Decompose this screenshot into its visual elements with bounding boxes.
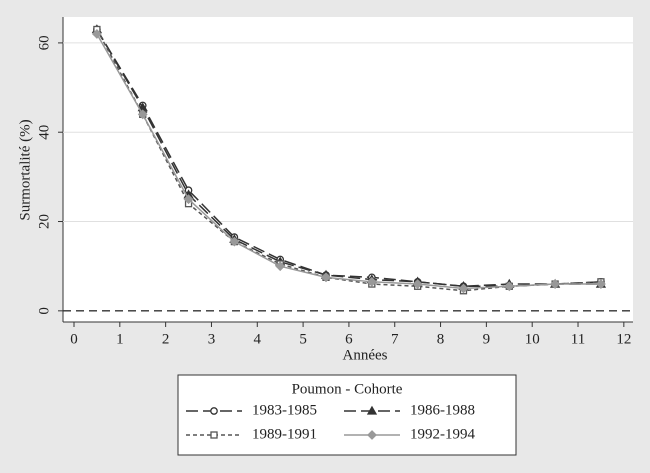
marker <box>91 29 102 39</box>
x-tick-label: 1 <box>116 331 124 347</box>
x-tick-label: 10 <box>525 331 540 347</box>
legend-marker <box>210 407 218 415</box>
legend-marker <box>366 405 378 415</box>
legend-label: 1989-1991 <box>252 426 317 442</box>
marker <box>458 283 469 294</box>
marker <box>366 276 377 287</box>
legend-box <box>177 374 517 456</box>
legend-marker <box>367 430 377 440</box>
marker <box>183 194 194 205</box>
x-tick-label: 2 <box>162 331 170 347</box>
marker <box>229 236 240 247</box>
marker <box>412 279 423 289</box>
legend-label: 1992-1994 <box>410 426 475 442</box>
marker <box>504 281 515 292</box>
marker <box>321 272 331 283</box>
x-tick-label: 8 <box>437 331 445 347</box>
y-tick-label: 60 <box>36 35 52 50</box>
legend-label: 1983-1985 <box>252 402 317 418</box>
series-line <box>96 29 601 288</box>
x-tick-label: 5 <box>299 331 307 347</box>
x-tick-label: 0 <box>70 331 78 347</box>
x-tick-label: 6 <box>345 331 353 347</box>
legend-marker <box>210 431 218 439</box>
marker <box>137 109 148 120</box>
x-tick-label: 7 <box>391 331 399 347</box>
legend-title: Poumon - Cohorte <box>292 381 403 397</box>
x-axis-label: Années <box>343 347 388 363</box>
y-tick-label: 0 <box>36 307 52 315</box>
series-line <box>96 33 601 290</box>
legend-label: 1986-1988 <box>410 402 475 418</box>
marker <box>596 279 606 289</box>
plot-area <box>63 17 633 322</box>
x-tick-label: 3 <box>208 331 216 347</box>
x-tick-label: 11 <box>571 331 585 347</box>
x-tick-label: 12 <box>616 331 631 347</box>
marker <box>275 261 286 272</box>
x-tick-label: 9 <box>483 331 491 347</box>
marker <box>550 279 561 289</box>
x-tick-label: 4 <box>254 331 262 347</box>
y-axis-label: Surmortalité (%) <box>17 119 33 220</box>
y-tick-label: 40 <box>36 125 52 140</box>
y-tick-label: 20 <box>36 214 52 229</box>
